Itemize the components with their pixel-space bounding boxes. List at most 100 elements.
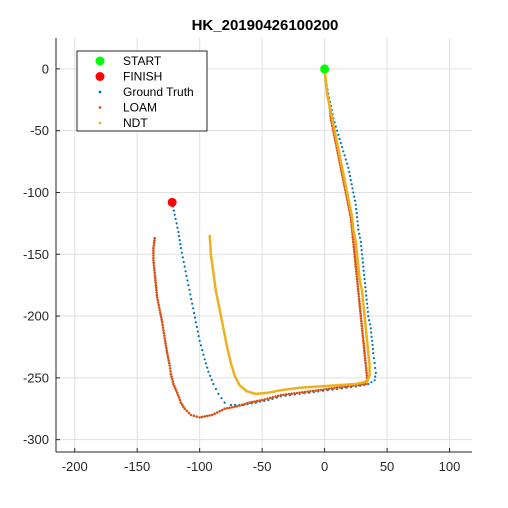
trajectory-point xyxy=(178,398,182,402)
trajectory-point xyxy=(351,187,354,190)
trajectory-point xyxy=(356,220,359,223)
trajectory-point xyxy=(274,395,277,398)
trajectory-point xyxy=(177,230,180,234)
trajectory-point xyxy=(162,331,166,335)
trajectory-point xyxy=(362,265,365,268)
trajectory-point xyxy=(195,325,198,328)
trajectory-point xyxy=(338,137,341,140)
trajectory-point xyxy=(155,293,159,297)
trajectory-point xyxy=(371,347,374,351)
trajectory-point xyxy=(370,381,373,384)
trajectory-point xyxy=(204,362,207,365)
trajectory-point xyxy=(179,401,183,404)
trajectory-point xyxy=(364,361,367,365)
trajectory-point xyxy=(363,273,366,276)
trajectory-point xyxy=(253,400,256,403)
trajectory-point xyxy=(152,241,156,245)
trajectory-point xyxy=(165,346,168,350)
trajectory-point xyxy=(228,406,231,410)
trajectory-point xyxy=(367,382,370,386)
trajectory-point xyxy=(154,278,157,282)
legend-start-swatch xyxy=(95,56,105,66)
trajectory-point xyxy=(205,414,209,418)
trajectory-point xyxy=(349,179,352,182)
trajectory-point xyxy=(163,339,167,343)
trajectory-point xyxy=(374,371,377,374)
y-tick-label: 0 xyxy=(42,61,49,76)
y-tick-label: -250 xyxy=(23,370,49,385)
trajectory-point xyxy=(181,256,184,259)
trajectory-point xyxy=(229,403,232,407)
trajectory-point xyxy=(192,311,196,315)
trajectory-point xyxy=(159,316,163,319)
trajectory-point xyxy=(343,385,347,389)
trajectory-point xyxy=(152,266,156,270)
trajectory-point xyxy=(195,415,198,418)
trajectory-point xyxy=(348,170,351,173)
trajectory-point xyxy=(193,316,197,319)
trajectory-point xyxy=(365,371,368,375)
trajectory-point xyxy=(371,339,374,342)
trajectory-point xyxy=(354,260,357,264)
trajectory-point xyxy=(255,399,259,403)
trajectory-point xyxy=(359,317,363,320)
legend-loam-label: LOAM xyxy=(123,101,157,115)
trajectory-point xyxy=(152,246,155,250)
trajectory-point xyxy=(359,309,362,313)
trajectory-point xyxy=(356,216,359,219)
trajectory-point xyxy=(174,389,178,392)
trajectory-point xyxy=(152,261,155,265)
chart-title: HK_20190426100200 xyxy=(192,17,339,34)
trajectory-point xyxy=(365,294,368,297)
trajectory-point xyxy=(153,239,156,242)
trajectory-point xyxy=(154,283,158,287)
trajectory-point xyxy=(314,389,318,392)
trajectory-point xyxy=(165,351,169,355)
x-tick-label: -200 xyxy=(62,459,88,474)
trajectory-point xyxy=(245,402,249,405)
trajectory-point xyxy=(171,380,175,383)
trajectory-point xyxy=(153,271,156,275)
trajectory-point xyxy=(366,310,369,313)
trajectory-point xyxy=(174,217,177,221)
trajectory-point xyxy=(168,364,171,367)
trajectory-point xyxy=(355,212,358,215)
trajectory-point xyxy=(184,270,187,273)
trajectory-point xyxy=(351,238,355,241)
trajectory-point xyxy=(189,293,192,296)
trajectory-point xyxy=(189,413,193,417)
trajectory-point xyxy=(279,393,283,397)
trajectory-point xyxy=(364,366,368,370)
trajectory-point xyxy=(360,327,364,330)
trajectory-point xyxy=(210,413,214,417)
trajectory-point xyxy=(343,154,346,157)
trajectory-point xyxy=(194,321,197,324)
trajectory-point xyxy=(152,254,155,257)
trajectory-point xyxy=(352,240,355,244)
x-tick-label: 50 xyxy=(380,459,394,474)
trajectory-point xyxy=(185,274,188,277)
trajectory-point xyxy=(155,291,158,294)
trajectory-point xyxy=(354,267,358,271)
trajectory-point xyxy=(356,287,360,291)
trajectory-point xyxy=(271,396,275,399)
trajectory-point xyxy=(152,259,155,262)
trajectory-point xyxy=(359,314,363,318)
trajectory-point xyxy=(212,382,215,386)
trajectory-point xyxy=(370,331,373,334)
legend-ndt-label: NDT xyxy=(123,116,148,130)
trajectory-point xyxy=(266,397,269,401)
trajectory-point xyxy=(356,224,359,227)
trajectory-point xyxy=(169,372,173,376)
trajectory-point xyxy=(208,414,211,417)
axes: -200 -150 -100 -50 0 50 100 0 -50 -100 -150 -200 -25… xyxy=(23,38,472,474)
trajectory-point xyxy=(218,409,221,413)
trajectory-point xyxy=(250,400,254,404)
y-tick-label: -50 xyxy=(30,123,49,138)
trajectory-point xyxy=(175,391,179,395)
trajectory-point xyxy=(361,261,364,264)
trajectory-point xyxy=(366,306,369,309)
trajectory-point xyxy=(358,304,362,308)
trajectory-point xyxy=(355,272,358,276)
trajectory-point xyxy=(183,265,186,268)
